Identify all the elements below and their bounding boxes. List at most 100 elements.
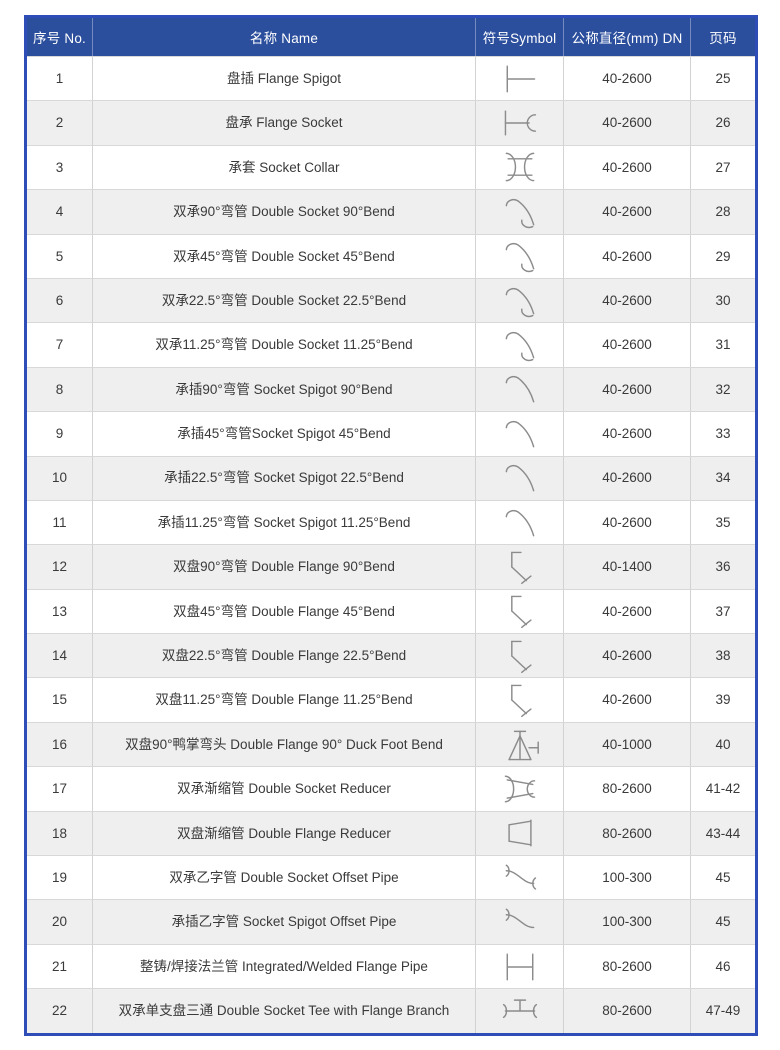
dn-range: 40-2600 [563,145,690,190]
table-row: 21 整铸/焊接法兰管 Integrated/Welded Flange Pip… [27,943,755,989]
table-row: 3 承套 Socket Collar 40-2600 27 [27,144,755,190]
page-number: 30 [690,278,755,323]
dn-range: 40-2600 [563,190,690,234]
fitting-name: 整铸/焊接法兰管 Integrated/Welded Flange Pipe [92,944,475,989]
col-symbol-header: 符号Symbol [475,18,563,56]
double-flange-reducer-icon [475,811,563,856]
table-row: 15 双盘11.25°弯管 Double Flange 11.25°Bend 4… [27,677,755,722]
page-number: 47-49 [690,989,755,1033]
row-number: 14 [51,648,68,664]
page-number: 25 [690,57,755,101]
dn-range: 40-2600 [563,500,690,545]
table-row: 18 双盘渐缩管 Double Flange Reducer 80-2600 4… [27,810,755,856]
row-number: 12 [51,559,68,575]
dn-range: 40-2600 [563,57,690,101]
socket-spigot-bend-icon [475,367,563,412]
table-row: 9 承插45°弯管Socket Spigot 45°Bend 40-2600 3… [27,411,755,456]
fitting-name: 双盘90°鸭掌弯头 Double Flange 90° Duck Foot Be… [92,722,475,767]
table-row: 4 双承90°弯管 Double Socket 90°Bend 40-2600 … [27,189,755,234]
row-number: 8 [55,381,64,397]
row-number: 5 [55,248,64,264]
fitting-name: 承插乙字管 Socket Spigot Offset Pipe [92,900,475,944]
socket-spigot-bend-icon [475,500,563,545]
row-number: 4 [55,204,64,220]
double-socket-bend-icon [475,323,563,367]
dn-range: 80-2600 [563,944,690,989]
page-number: 43-44 [690,811,755,856]
fittings-catalog-table: 序号 No. 名称 Name 符号Symbol 公称直径(mm) DN 页码 1… [24,15,758,1036]
dn-range: 40-2600 [563,323,690,367]
row-number: 11 [52,514,67,530]
fitting-name: 盘插 Flange Spigot [92,57,475,101]
fitting-name: 双承45°弯管 Double Socket 45°Bend [92,234,475,278]
table-row: 22 双承单支盘三通 Double Socket Tee with Flange… [27,988,755,1033]
row-number: 16 [51,736,68,752]
row-number: 7 [55,337,64,353]
row-number: 2 [55,115,64,131]
fitting-name: 盘承 Flange Socket [92,101,475,145]
fitting-name: 双承90°弯管 Double Socket 90°Bend [92,190,475,234]
table-row: 13 双盘45°弯管 Double Flange 45°Bend 40-2600… [27,588,755,634]
page-number: 38 [690,634,755,678]
row-number: 10 [51,470,68,486]
row-number: 21 [51,958,68,974]
col-name-header: 名称 Name [92,18,475,56]
socket-spigot-bend-icon [475,456,563,500]
duck-foot-bend-icon [475,722,563,767]
fitting-name: 双承22.5°弯管 Double Socket 22.5°Bend [92,278,475,323]
fitting-name: 双盘11.25°弯管 Double Flange 11.25°Bend [92,678,475,722]
dn-range: 40-1400 [563,545,690,589]
dn-range: 80-2600 [563,811,690,856]
dn-range: 40-2600 [563,101,690,145]
row-number: 22 [51,1003,68,1019]
dn-range: 100-300 [563,856,690,900]
col-dn-header: 公称直径(mm) DN [563,18,690,56]
page-number: 45 [690,900,755,944]
page-number: 28 [690,190,755,234]
fitting-name: 双承乙字管 Double Socket Offset Pipe [92,856,475,900]
double-flange-bend-icon [475,545,563,589]
table-row: 2 盘承 Flange Socket 40-2600 26 [27,100,755,145]
page-number: 33 [690,412,755,456]
col-no-header: 序号 No. [33,31,86,46]
page-number: 27 [690,145,755,190]
dn-range: 40-2600 [563,234,690,278]
socket-collar-icon [475,145,563,190]
page-number: 26 [690,101,755,145]
socket-spigot-offset-icon [475,900,563,944]
page-number: 31 [690,323,755,367]
double-flange-bend-icon [475,589,563,634]
table-row: 17 双承渐缩管 Double Socket Reducer 80-2600 4… [27,766,755,811]
page-number: 29 [690,234,755,278]
page-number: 40 [690,722,755,767]
flange-socket-icon [475,101,563,145]
fitting-name: 承插11.25°弯管 Socket Spigot 11.25°Bend [92,500,475,545]
table-row: 6 双承22.5°弯管 Double Socket 22.5°Bend 40-2… [27,277,755,323]
fitting-name: 双盘渐缩管 Double Flange Reducer [92,811,475,856]
page-number: 39 [690,678,755,722]
table-row: 11 承插11.25°弯管 Socket Spigot 11.25°Bend 4… [27,499,755,545]
page-number: 46 [690,944,755,989]
table-row: 16 双盘90°鸭掌弯头 Double Flange 90° Duck Foot… [27,721,755,767]
row-number: 6 [55,292,64,308]
fitting-name: 双承11.25°弯管 Double Socket 11.25°Bend [92,323,475,367]
fitting-name: 承套 Socket Collar [92,145,475,190]
dn-range: 40-2600 [563,412,690,456]
fitting-name: 双承单支盘三通 Double Socket Tee with Flange Br… [92,989,475,1033]
table-row: 8 承插90°弯管 Socket Spigot 90°Bend 40-2600 … [27,366,755,412]
dn-range: 40-1000 [563,722,690,767]
row-number: 19 [51,869,68,885]
table-row: 20 承插乙字管 Socket Spigot Offset Pipe 100-3… [27,899,755,944]
page-number: 45 [690,856,755,900]
table-body: 1 盘插 Flange Spigot 40-2600 25 2 盘承 Flang… [27,56,755,1033]
double-socket-offset-icon [475,856,563,900]
fitting-name: 双盘22.5°弯管 Double Flange 22.5°Bend [92,634,475,678]
double-socket-tee-icon [475,989,563,1033]
dn-range: 40-2600 [563,589,690,634]
page-number: 32 [690,367,755,412]
fitting-name: 承插22.5°弯管 Socket Spigot 22.5°Bend [92,456,475,500]
double-socket-bend-icon [475,190,563,234]
fitting-name: 承插45°弯管Socket Spigot 45°Bend [92,412,475,456]
flange-spigot-icon [475,57,563,101]
table-header-row: 序号 No. 名称 Name 符号Symbol 公称直径(mm) DN 页码 [27,18,755,56]
